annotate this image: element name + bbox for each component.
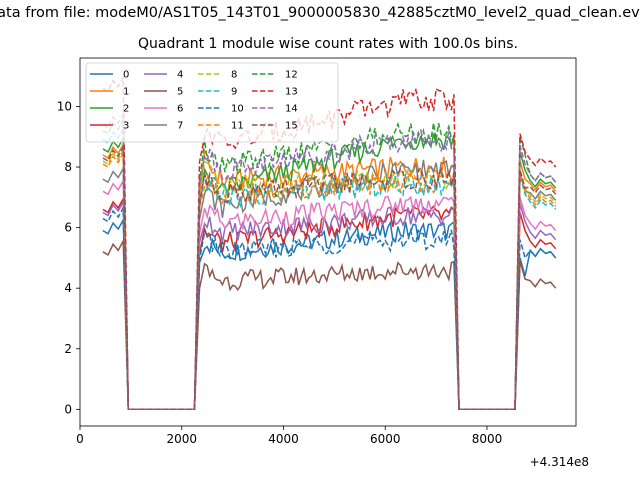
legend-label: 6 (177, 104, 183, 115)
x-tick-label: 6000 (370, 432, 401, 446)
x-tick-label: 4000 (268, 432, 299, 446)
axes-frame (79, 57, 577, 427)
series-line-12 (102, 117, 557, 411)
legend-label: 10 (231, 104, 244, 115)
legend-label: 0 (123, 70, 129, 81)
y-tick-label: 8 (64, 160, 72, 174)
x-offset-label: +4.314e8 (530, 455, 589, 469)
y-tick-label: 2 (64, 342, 72, 356)
y-tick-label: 6 (64, 221, 72, 235)
series-line-11 (102, 150, 557, 411)
series-line-4 (102, 199, 557, 411)
series-line-10 (102, 205, 557, 411)
legend-label: 11 (231, 121, 244, 132)
legend-label: 14 (285, 104, 298, 115)
series-line-6 (102, 177, 557, 411)
x-tick-label: 0 (76, 432, 84, 446)
series-line-1 (102, 141, 557, 411)
chart-title: Quadrant 1 module wise count rates with … (138, 36, 518, 52)
y-tick-label: 0 (64, 402, 72, 416)
series-line-8 (102, 147, 557, 411)
legend-label: 4 (177, 70, 183, 81)
legend-label: 7 (177, 121, 183, 132)
legend-label: 15 (285, 121, 298, 132)
legend-label: 8 (231, 70, 237, 81)
legend-label: 3 (123, 121, 129, 132)
series-line-14 (102, 111, 557, 411)
series-lines (102, 74, 557, 411)
legend-label: 5 (177, 87, 183, 98)
legend-label: 2 (123, 104, 129, 115)
legend-box (85, 62, 339, 143)
x-tick-label: 2000 (166, 432, 197, 446)
axis-ticks: 0 2000 4000 6000 8000 0 2 4 6 8 10 (57, 99, 503, 446)
series-line-0 (102, 217, 557, 411)
series-line-7 (102, 159, 557, 411)
legend-label: 9 (231, 87, 237, 98)
legend-label: 1 (123, 87, 129, 98)
series-line-5 (102, 238, 557, 411)
x-tick-label: 8000 (472, 432, 503, 446)
y-tick-label: 4 (64, 281, 72, 295)
y-tick-label: 10 (57, 99, 72, 113)
figure-suptitle: Data from file: modeM0/AS1T05_143T01_900… (0, 5, 640, 21)
legend-label: 13 (285, 87, 298, 98)
legend-label: 12 (285, 70, 298, 81)
series-line-15 (102, 144, 557, 411)
